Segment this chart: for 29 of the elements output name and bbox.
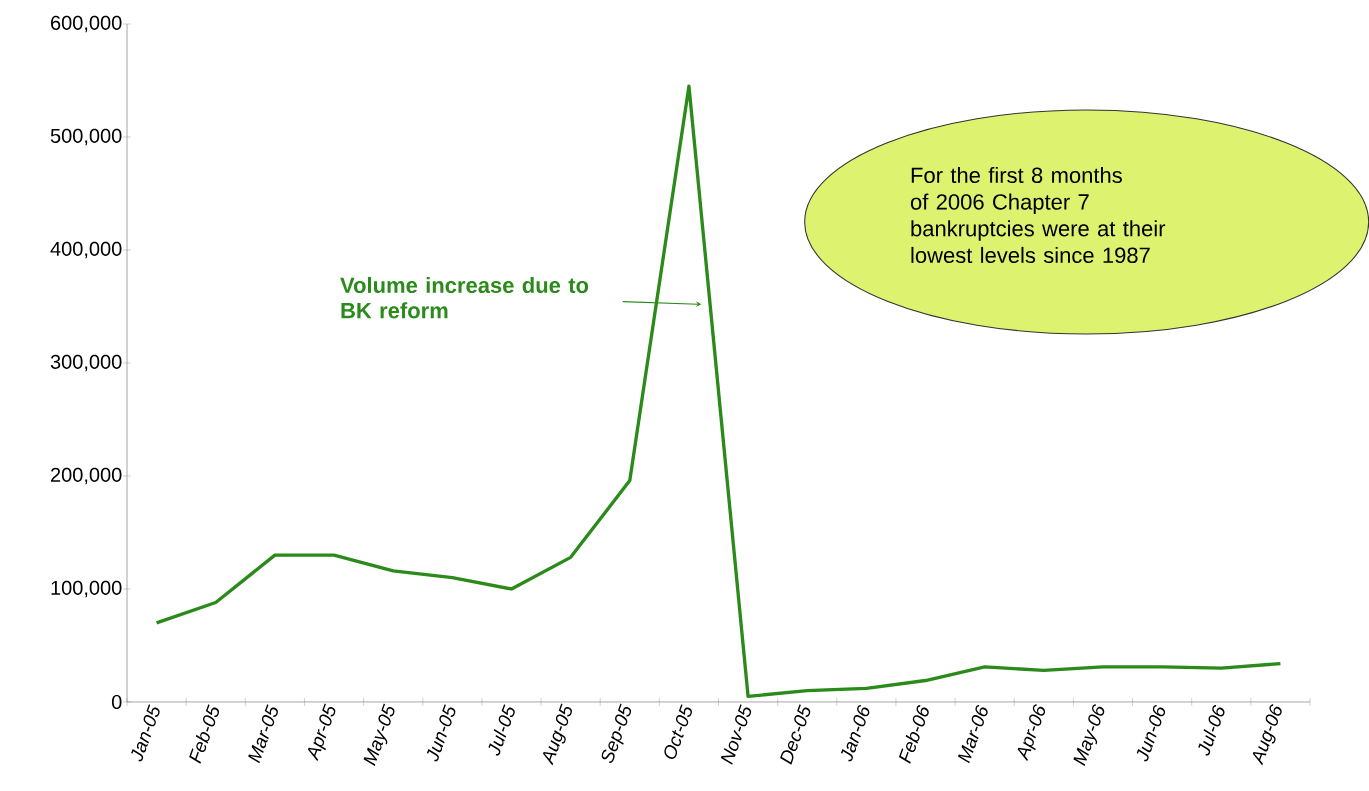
x-tick-label: Dec-05: [780, 704, 811, 765]
x-tick-label: Feb-06: [898, 705, 929, 764]
x-tick-label: May-05: [363, 703, 395, 766]
x-tick-label: Sep-05: [601, 703, 632, 764]
x-tick-label: Mar-06: [957, 704, 988, 764]
x-tick-label: Feb-05: [189, 704, 219, 764]
y-tick-label: 600,000: [51, 15, 122, 33]
x-tick-label: Nov-05: [720, 704, 752, 765]
x-tick-label: Apr-06: [1017, 704, 1046, 762]
x-tick-label: Jan-06: [840, 705, 870, 762]
line-series: [154, 84, 1283, 699]
x-tick-label: Apr-05: [307, 703, 336, 762]
y-tick-label: 100,000: [51, 580, 122, 598]
x-tick-label: Oct-05: [664, 704, 692, 759]
y-tick-label: 0: [111, 694, 122, 710]
annotation: For the first 8 months of 2006 Chapter 7 bankruptcies were at their lowest levels since 1987: [910, 166, 1166, 264]
x-tick-label: Aug-05: [543, 703, 572, 766]
x-tick-label: Jul-06: [1198, 705, 1225, 756]
x-tick-label: Jun-06: [1136, 705, 1166, 762]
x-tick-label: Aug-06: [1252, 704, 1282, 766]
y-tick-label: 400,000: [50, 241, 122, 259]
y-tick-label: 500,000: [50, 128, 122, 146]
x-tick-label: Jul-05: [488, 704, 515, 756]
x-tick-label: Jun-05: [426, 704, 456, 762]
y-tick-label: 300,000: [50, 354, 122, 372]
y-tick-label: 200,000: [51, 467, 122, 485]
annotation: Volume increase due to BK reform: [340, 276, 589, 319]
x-tick-label: Mar-05: [248, 704, 278, 764]
x-tick-label: Jan-05: [131, 704, 160, 762]
